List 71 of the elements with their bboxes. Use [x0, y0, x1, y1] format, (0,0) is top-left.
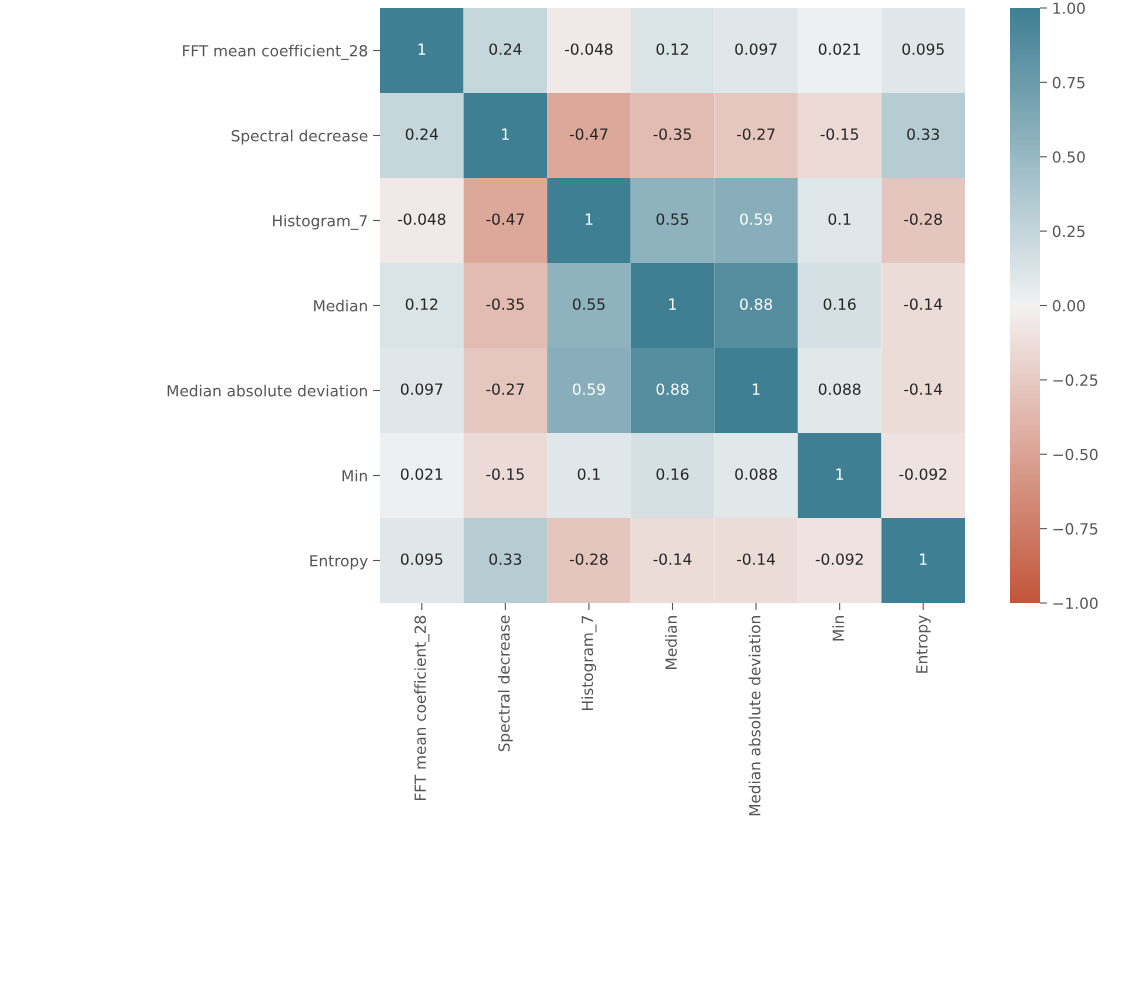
data-label: 0.16 [823, 298, 856, 310]
color-bar-label: 0.75 [1052, 76, 1085, 89]
data-label: 1 [502, 128, 509, 140]
data-label: -0.048 [565, 43, 613, 55]
data-label: -0.048 [397, 213, 446, 225]
data-label: 0.097 [735, 43, 777, 55]
x-tick-label: Median absolute deviation [748, 616, 761, 816]
data-label: 1 [669, 298, 676, 310]
data-label: -0.35 [486, 298, 524, 310]
data-label: 1 [418, 43, 426, 55]
data-label: -0.14 [904, 383, 943, 395]
data-label: 1 [752, 383, 760, 395]
data-label: 0.095 [400, 553, 443, 565]
data-label: 0.1 [577, 468, 600, 480]
y-tick-label: FFT mean coefficient_28 [183, 44, 368, 60]
data-label: 1 [585, 213, 593, 225]
color-bar-label: 1.00 [1053, 2, 1085, 15]
data-label: -0.47 [569, 128, 608, 140]
data-label: 0.33 [907, 128, 939, 140]
color-bar-label: −0.75 [1053, 523, 1098, 535]
color-bar-label: −1.00 [1053, 597, 1098, 610]
data-label: 0.088 [818, 383, 861, 395]
y-tick-label: Entropy [310, 555, 368, 570]
data-label: 0.88 [740, 298, 773, 310]
data-label: -0.14 [653, 553, 692, 565]
color-bar-label: 0.00 [1052, 299, 1085, 312]
color-bar-label: −0.50 [1053, 448, 1098, 461]
y-tick-label: Median [314, 299, 367, 312]
data-label: 0.021 [400, 468, 443, 480]
data-label: 0.33 [489, 553, 522, 565]
data-label: 0.59 [572, 383, 605, 395]
data-label: -0.28 [904, 213, 942, 225]
data-label: -0.28 [569, 553, 608, 565]
data-label: -0.27 [737, 128, 775, 140]
data-label: -0.35 [653, 128, 691, 140]
data-label: -0.14 [904, 298, 943, 310]
y-tick-label: Median absolute deviation [167, 384, 367, 397]
data-label: 0.088 [735, 468, 777, 480]
x-tick-label: Min [832, 616, 844, 641]
y-tick-label: Histogram_7 [273, 214, 367, 230]
data-label: 0.097 [400, 383, 443, 395]
data-label: -0.15 [820, 128, 859, 140]
color-bar-label: 0.50 [1052, 151, 1085, 163]
color-bar-label: 0.25 [1052, 225, 1085, 238]
data-label: 0.59 [740, 213, 773, 225]
x-tick-label: Median [665, 616, 677, 669]
x-tick-label: Entropy [916, 615, 931, 673]
x-tick-label: Spectral decrease [497, 615, 513, 752]
data-label: -0.092 [815, 553, 863, 565]
data-label: 0.12 [656, 43, 688, 55]
data-label: 1 [920, 553, 927, 565]
data-label: 0.095 [902, 43, 944, 55]
data-label: -0.15 [486, 468, 524, 480]
data-label: -0.14 [737, 553, 775, 565]
data-label: 0.1 [828, 213, 851, 225]
data-label: 0.55 [572, 298, 605, 310]
data-label: 0.24 [405, 128, 438, 140]
x-tick-label: Histogram_7 [581, 616, 597, 710]
data-label: 0.55 [656, 213, 689, 225]
y-tick-label: Min [342, 469, 367, 482]
data-label: 0.88 [656, 383, 689, 395]
data-label: 0.24 [489, 43, 522, 55]
data-label: -0.47 [486, 213, 524, 225]
y-tick-label: Spectral decrease [231, 129, 368, 145]
data-label: 0.12 [405, 298, 438, 310]
color-bar-label: −0.25 [1053, 374, 1098, 386]
data-label: 0.021 [818, 43, 861, 55]
data-label: 1 [836, 468, 844, 480]
data-label: 0.16 [656, 468, 689, 480]
data-label: -0.092 [899, 468, 947, 480]
data-label: -0.27 [486, 383, 524, 395]
